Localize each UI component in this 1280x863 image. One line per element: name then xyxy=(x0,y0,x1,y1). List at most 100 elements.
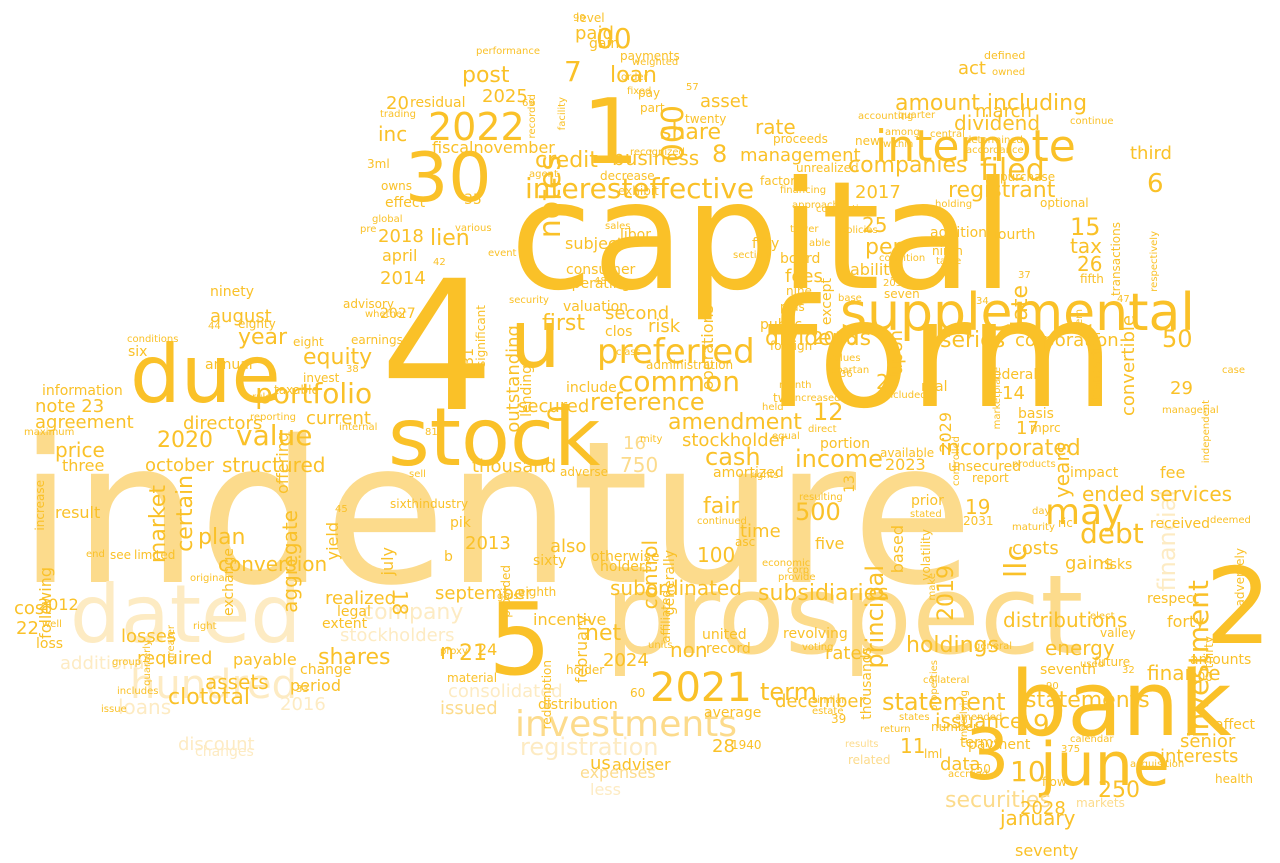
word-certain: certain xyxy=(173,475,198,552)
word-weighted: weighted xyxy=(632,57,679,68)
word-fifty: 50 xyxy=(1162,325,1193,353)
word-valley: valley xyxy=(1100,626,1136,640)
word-n150: 150 xyxy=(968,762,991,776)
word-greater: greater xyxy=(166,625,177,662)
word-fee: fee xyxy=(1160,463,1186,482)
word-operations: operations xyxy=(698,305,717,391)
word-gain: gain xyxy=(589,36,620,52)
word-markets: markets xyxy=(1076,796,1125,810)
word-aggregate: aggregate xyxy=(278,510,302,613)
word-advisory: advisory xyxy=(343,297,395,311)
word-first: first xyxy=(542,311,585,336)
word-n81: 81 xyxy=(425,427,438,438)
word-fifty-w: fifty xyxy=(752,236,780,252)
word-cost: cost xyxy=(14,598,52,619)
word-ninth: ninth xyxy=(932,244,963,258)
word-stockholder: stockholder xyxy=(682,430,788,451)
word-exhibit: exhibit xyxy=(618,184,659,198)
word-y2027: 2027 xyxy=(380,306,416,322)
word-reporting: reporting xyxy=(250,412,297,423)
word-twentynine: 29 xyxy=(1170,378,1193,399)
word-central: central xyxy=(930,129,965,140)
word-n36: 36 xyxy=(840,369,853,380)
word-collateral: collateral xyxy=(923,675,970,686)
word-risk: risk xyxy=(648,316,681,337)
word-gross: gross xyxy=(497,591,524,602)
word-pay: pay xyxy=(638,86,661,100)
word-among: among xyxy=(885,127,920,138)
word-distributions: distributions xyxy=(1003,608,1128,632)
word-valuation: valuation xyxy=(563,299,629,315)
word-n60: 60 xyxy=(630,686,646,700)
word-n32: 32 xyxy=(1122,665,1135,676)
word-amended: amended xyxy=(955,712,1003,723)
word-third: third xyxy=(1130,143,1172,164)
word-general: general xyxy=(974,641,1013,652)
word-nine-w: nine xyxy=(786,284,812,298)
word-period: period xyxy=(290,676,341,695)
word-asc: asc xyxy=(735,535,756,549)
word-related: related xyxy=(848,753,891,767)
word-risks: risks xyxy=(1100,557,1133,573)
word-n2031: 2031 xyxy=(963,514,994,528)
word-n38: 38 xyxy=(346,364,359,375)
word-structured: structured xyxy=(222,453,326,477)
word-ninety: ninety xyxy=(210,284,255,300)
word-fees: fees xyxy=(785,266,823,287)
word-y2018: 2018 xyxy=(378,226,424,247)
word-holder: holder xyxy=(566,663,605,677)
word-policies: policies xyxy=(840,225,878,236)
word-residual: residual xyxy=(410,95,466,111)
word-form: form xyxy=(765,268,1115,442)
word-share: share xyxy=(660,120,721,145)
word-y2021: 2021 xyxy=(650,665,752,711)
word-rates: rates xyxy=(825,643,871,664)
word-current: current xyxy=(306,408,371,429)
word-n47: 47 xyxy=(1117,294,1130,305)
word-accrued: accrued xyxy=(948,769,989,780)
word-base: base xyxy=(838,293,862,304)
word-date: date xyxy=(1008,285,1033,335)
word-eighty: eighty xyxy=(238,317,276,331)
word-limited: limited xyxy=(134,548,176,562)
word-report: report xyxy=(972,471,1009,485)
word-quarterly: quarterly xyxy=(142,640,153,686)
word-price: price xyxy=(55,438,105,462)
word-received: received xyxy=(1150,516,1211,532)
word-n48: 48 xyxy=(594,276,607,287)
word-ended: ended xyxy=(1082,482,1145,506)
word-losses: losses xyxy=(121,626,177,647)
word-increased: increased xyxy=(792,393,841,404)
word-portion: portion xyxy=(820,436,871,452)
word-y2023: 2023 xyxy=(885,455,926,474)
word-nine: 9 xyxy=(1033,710,1050,740)
word-acquisition: acquisition xyxy=(1130,759,1185,770)
word-interesteffective: interesteffective xyxy=(525,172,755,205)
word-holders: holders xyxy=(600,559,652,575)
word-conversion: conversion xyxy=(218,552,328,576)
word-effect: effect xyxy=(385,195,426,211)
word-thousand: thousand xyxy=(472,456,557,477)
word-company: company xyxy=(362,600,464,625)
word-fifth: fifth xyxy=(1080,272,1104,286)
word-note23: note 23 xyxy=(35,396,105,417)
word-voting: voting xyxy=(802,642,834,653)
word-september: september xyxy=(435,583,533,604)
word-common: common xyxy=(618,365,740,398)
word-pre: pre xyxy=(360,224,377,235)
word-y2017: 2017 xyxy=(855,182,901,203)
word-sell: sell xyxy=(409,469,426,480)
word-four: 4 xyxy=(380,243,495,452)
word-six-w: six xyxy=(128,344,148,360)
word-n99: 99 xyxy=(573,13,586,24)
word-maximum: maximum xyxy=(24,427,75,438)
word-volatility: volatility xyxy=(919,529,933,581)
word-consolidated: consolidated xyxy=(448,681,563,702)
word-sales: sales xyxy=(605,221,631,232)
word-lien: lien xyxy=(430,226,470,251)
word-years: years xyxy=(1050,443,1074,499)
word-determined: determined xyxy=(965,135,1023,146)
word-security: security xyxy=(509,295,549,306)
word-dividend: dividend xyxy=(954,111,1041,135)
word-respectively: respectively xyxy=(1149,231,1160,292)
